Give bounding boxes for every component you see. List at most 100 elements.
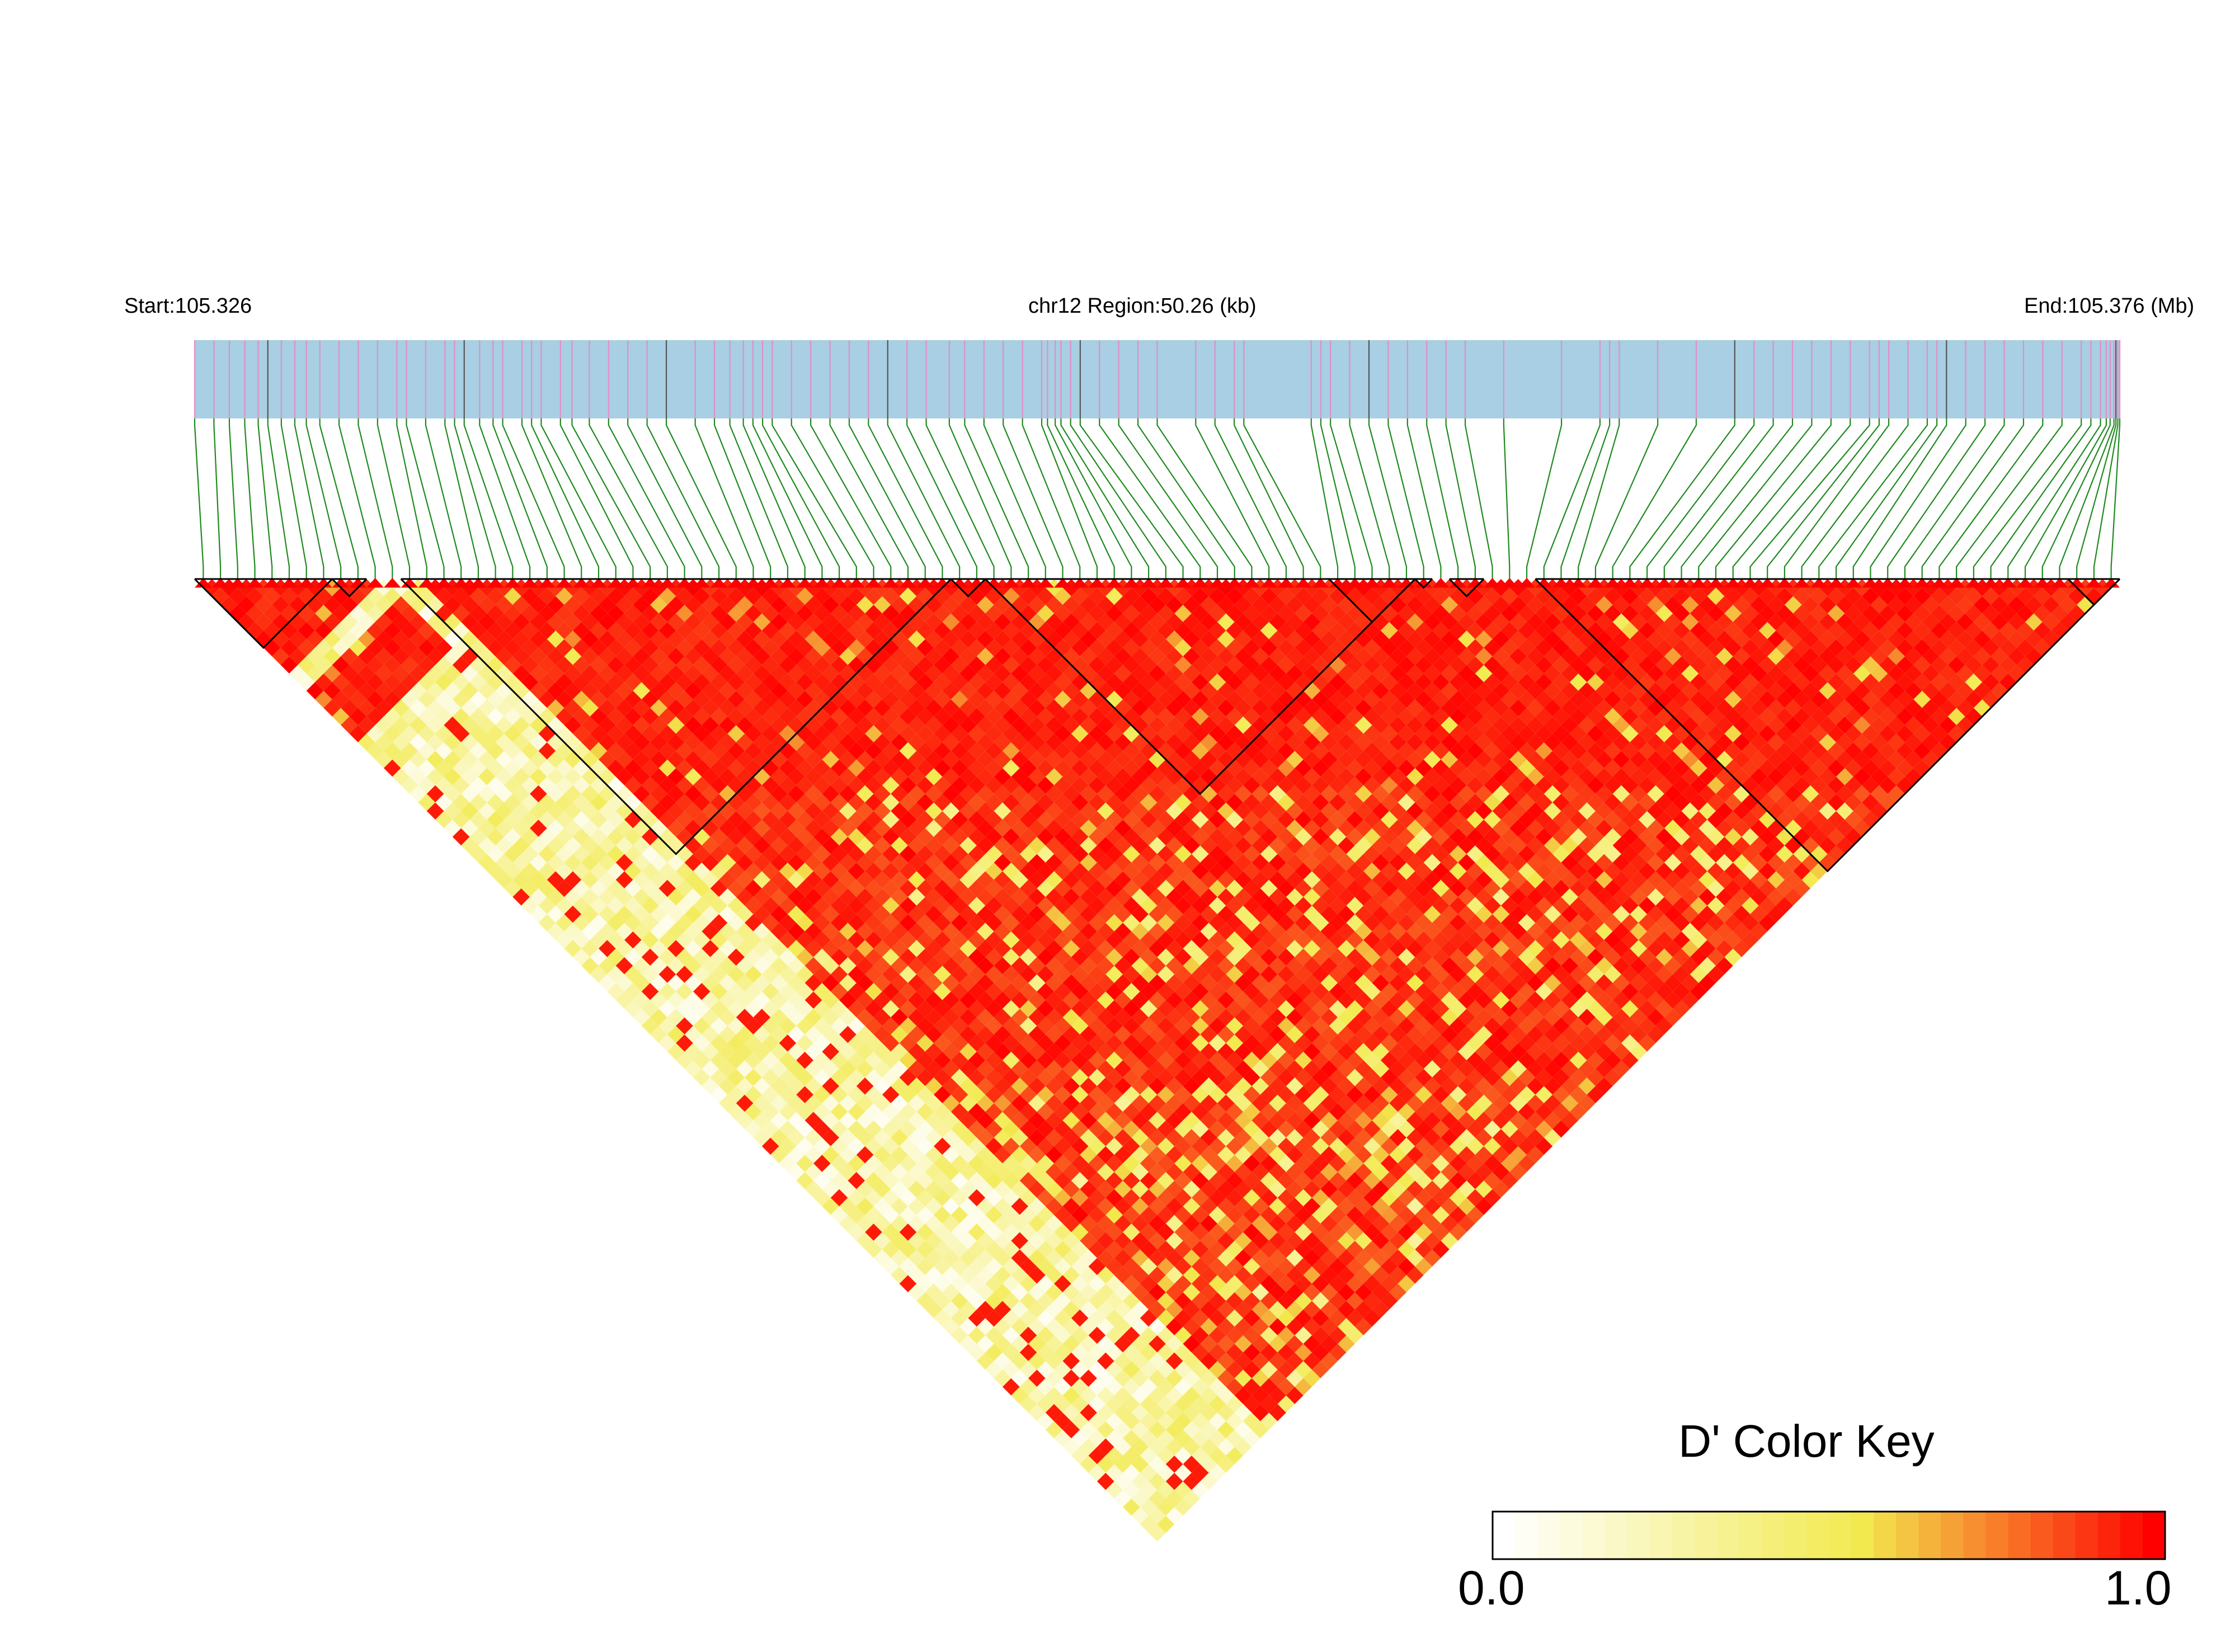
ld-cell <box>1071 1189 1089 1207</box>
ld-cell <box>1019 1240 1037 1258</box>
ld-cell <box>1277 966 1295 983</box>
ld-cell <box>1011 1266 1029 1284</box>
ld-cell <box>1320 991 1338 1009</box>
ld-cell <box>770 836 788 854</box>
ld-cell <box>676 708 693 726</box>
ld-cell <box>856 1198 874 1215</box>
ld-cell <box>1544 957 1561 975</box>
ld-cell <box>1131 1249 1149 1267</box>
ld-cell <box>1157 1481 1175 1499</box>
snp-connector <box>377 418 411 579</box>
ld-cell <box>1002 1155 1020 1172</box>
ld-cell <box>1260 776 1278 794</box>
ld-cell <box>487 587 505 605</box>
ld-cell <box>1071 931 1089 949</box>
ld-cell <box>1140 1395 1158 1413</box>
ld-cell <box>1097 733 1114 751</box>
ld-cell <box>1251 802 1269 820</box>
ld-cell <box>306 647 324 665</box>
ld-cell <box>951 587 968 605</box>
ld-cell <box>1346 1137 1364 1155</box>
ld-cell <box>1131 923 1149 940</box>
ld-cell <box>366 639 384 657</box>
ld-cell <box>1509 1009 1527 1026</box>
ld-cell <box>504 622 521 639</box>
ld-cell <box>357 630 375 648</box>
ld-cell <box>1165 1318 1183 1335</box>
ld-cell <box>357 682 375 700</box>
ld-cell <box>1329 1189 1347 1207</box>
ld-cell <box>1260 982 1278 1000</box>
ld-cell <box>1449 897 1467 915</box>
ld-cell <box>916 1034 934 1052</box>
ld-cell <box>1088 1275 1106 1293</box>
ld-cell <box>856 733 874 751</box>
ld-cell <box>1372 1025 1390 1043</box>
ld-cell <box>916 897 934 915</box>
ld-cell <box>1320 1163 1338 1181</box>
ld-cell <box>710 1086 728 1104</box>
ld-cell <box>1269 888 1286 906</box>
ld-cell <box>976 699 994 717</box>
ld-cell <box>796 914 814 931</box>
ld-cell <box>538 759 556 777</box>
ld-cell <box>942 1180 960 1198</box>
ld-cell <box>1338 991 1355 1009</box>
ld-cell <box>1183 1077 1201 1095</box>
ld-cell <box>1037 1189 1055 1207</box>
ld-cell <box>383 690 401 708</box>
ld-cell <box>615 871 633 889</box>
ld-cell <box>538 673 556 691</box>
ld-cell <box>1054 1309 1071 1327</box>
ld-cell <box>1406 1112 1424 1129</box>
ld-cell <box>1149 854 1166 872</box>
ld-cell <box>1354 1249 1372 1267</box>
ld-cell <box>968 1344 986 1361</box>
ld-cell <box>1458 854 1475 872</box>
ld-cell <box>951 1051 968 1069</box>
ld-cell <box>1131 733 1149 751</box>
ld-cell <box>1544 991 1561 1009</box>
ld-cell <box>1105 1309 1123 1327</box>
ld-cell <box>1363 982 1381 1000</box>
ld-cell <box>1183 1232 1201 1250</box>
ld-cell <box>1372 1077 1390 1095</box>
ld-cell <box>925 1232 943 1250</box>
ld-cell <box>547 665 564 683</box>
ld-cell <box>1243 690 1260 708</box>
ld-cell <box>1191 708 1209 726</box>
ld-cell <box>1071 1034 1089 1052</box>
ld-cell <box>1423 836 1441 854</box>
ld-cell <box>710 587 728 605</box>
ld-cell <box>1432 1189 1450 1207</box>
ld-cell <box>1380 982 1398 1000</box>
ld-cell <box>1131 1490 1149 1508</box>
ld-cell <box>1484 948 1501 966</box>
ld-cell <box>521 794 539 811</box>
ld-cell <box>1286 751 1304 768</box>
ld-cell <box>1544 1112 1561 1129</box>
ld-cell <box>1191 811 1209 829</box>
ld-cell <box>1363 1000 1381 1018</box>
ld-cell <box>1217 905 1235 923</box>
ld-cell <box>1277 1051 1295 1069</box>
ld-cell <box>1398 1017 1415 1035</box>
ld-cell <box>461 836 478 854</box>
ld-cell <box>366 742 384 760</box>
ld-cell <box>615 905 633 923</box>
ld-cell <box>1269 1077 1286 1095</box>
ld-cell <box>770 905 788 923</box>
ld-cell <box>564 940 582 957</box>
ld-cell <box>830 1051 848 1069</box>
ld-cell <box>908 1283 925 1301</box>
ld-cell <box>942 1301 960 1319</box>
ld-cell <box>1088 1395 1106 1413</box>
ld-cell <box>1303 751 1321 768</box>
ld-cell <box>951 1189 968 1207</box>
ld-cell <box>1140 1120 1158 1138</box>
ld-cell <box>1312 725 1329 742</box>
ld-cell <box>891 716 909 734</box>
ld-cell <box>538 862 556 880</box>
ld-cell <box>796 673 814 691</box>
ld-cell <box>968 1240 986 1258</box>
